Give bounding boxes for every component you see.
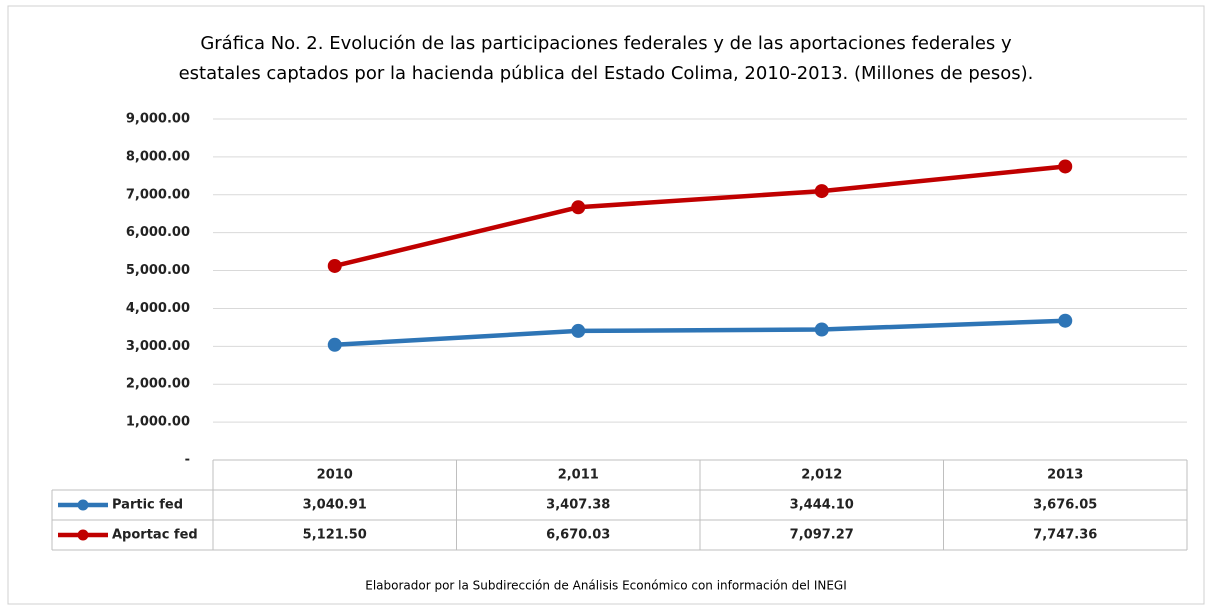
x-tick-label: 2,012	[801, 468, 842, 483]
x-tick-label: 2,011	[558, 468, 599, 483]
point	[327, 337, 342, 352]
legend-marker	[77, 529, 89, 541]
y-tick-label: 1,000.00	[126, 415, 190, 430]
chart-title: estatales captados por la hacienda públi…	[179, 63, 1034, 84]
data-label: 3,407.38	[546, 498, 610, 513]
point	[1058, 313, 1073, 328]
legend-marker	[77, 499, 89, 511]
x-tick-label: 2010	[317, 468, 353, 483]
point	[571, 200, 586, 215]
data-label: 7,097.27	[790, 528, 854, 543]
data-label: 7,747.36	[1033, 528, 1097, 543]
x-tick-label: 2013	[1047, 468, 1083, 483]
y-tick-label: 3,000.00	[126, 339, 190, 354]
y-tick-label: 7,000.00	[126, 187, 190, 202]
y-tick-label: 5,000.00	[126, 263, 190, 278]
point	[814, 184, 829, 199]
y-tick-label: 6,000.00	[126, 225, 190, 240]
series-line	[334, 318, 1066, 348]
data-label: 5,121.50	[303, 528, 367, 543]
point	[327, 258, 342, 273]
chart-frame	[7, 5, 1205, 605]
legend-label: Partic fed	[112, 498, 183, 513]
y-tick-label: 8,000.00	[126, 149, 190, 164]
y-tick-label: 9,000.00	[126, 112, 190, 127]
data-label: 6,670.03	[546, 528, 610, 543]
point	[571, 323, 586, 338]
y-tick-label: -	[185, 453, 190, 468]
legend-label: Aportac fed	[112, 528, 198, 543]
point	[1058, 159, 1073, 174]
point	[814, 322, 829, 337]
series-line	[334, 164, 1066, 269]
y-tick-label: 2,000.00	[126, 377, 190, 392]
y-tick-label: 4,000.00	[126, 301, 190, 316]
chart-title: Gráfica No. 2. Evolución de las particip…	[200, 33, 1012, 54]
data-label: 3,040.91	[303, 498, 367, 513]
data-label: 3,444.10	[790, 498, 854, 513]
data-label: 3,676.05	[1033, 498, 1097, 513]
source-note: Elaborador por la Subdirección de Anális…	[365, 579, 847, 593]
